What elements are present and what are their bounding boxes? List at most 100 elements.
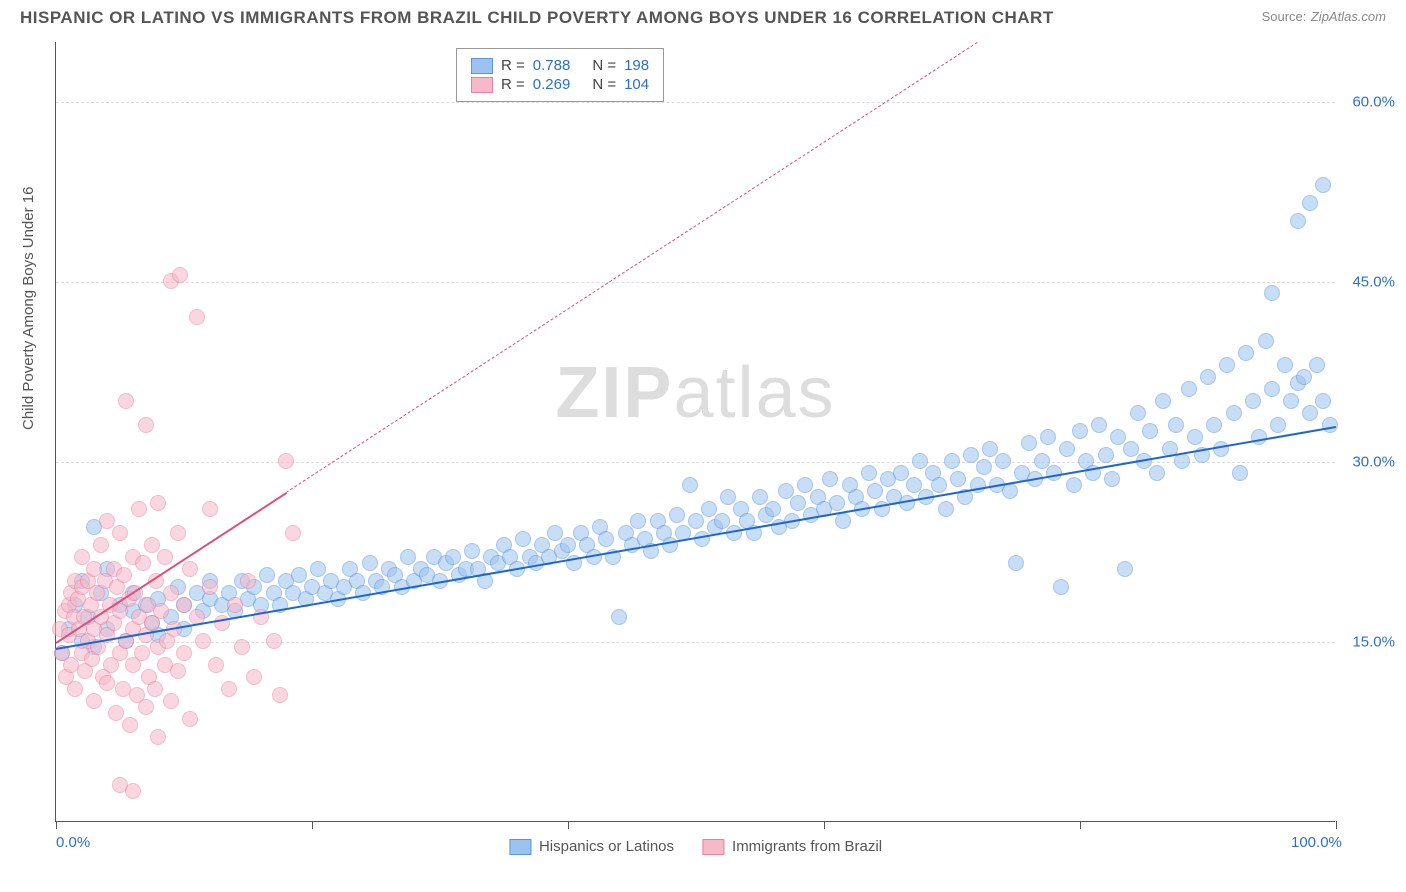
legend-item-brazil: Immigrants from Brazil: [702, 838, 882, 855]
scatter-point-hispanics: [1008, 555, 1024, 571]
scatter-point-brazil: [135, 555, 151, 571]
scatter-point-brazil: [202, 579, 218, 595]
scatter-point-hispanics: [1059, 441, 1075, 457]
scatter-point-hispanics: [400, 549, 416, 565]
scatter-point-hispanics: [1021, 435, 1037, 451]
scatter-point-hispanics: [1302, 405, 1318, 421]
scatter-point-hispanics: [1117, 561, 1133, 577]
scatter-point-hispanics: [1226, 405, 1242, 421]
scatter-point-brazil: [99, 675, 115, 691]
scatter-point-hispanics: [835, 513, 851, 529]
scatter-point-hispanics: [963, 447, 979, 463]
scatter-point-hispanics: [829, 495, 845, 511]
scatter-point-brazil: [138, 699, 154, 715]
scatter-point-brazil: [144, 537, 160, 553]
scatter-point-brazil: [125, 783, 141, 799]
scatter-point-hispanics: [1142, 423, 1158, 439]
scatter-point-brazil: [163, 585, 179, 601]
scatter-point-brazil: [272, 687, 288, 703]
scatter-point-hispanics: [714, 513, 730, 529]
scatter-point-hispanics: [950, 471, 966, 487]
scatter-point-brazil: [116, 567, 132, 583]
scatter-point-brazil: [202, 501, 218, 517]
stat-N-value: 198: [624, 57, 649, 74]
chart-title: HISPANIC OR LATINO VS IMMIGRANTS FROM BR…: [20, 8, 1054, 28]
scatter-point-hispanics: [867, 483, 883, 499]
scatter-point-hispanics: [1219, 357, 1235, 373]
scatter-point-hispanics: [1277, 357, 1293, 373]
scatter-point-hispanics: [1110, 429, 1126, 445]
scatter-point-brazil: [176, 645, 192, 661]
source: Source: ZipAtlas.com: [1262, 8, 1386, 26]
scatter-point-hispanics: [765, 501, 781, 517]
scatter-point-hispanics: [310, 561, 326, 577]
scatter-point-hispanics: [259, 567, 275, 583]
scatter-point-hispanics: [931, 477, 947, 493]
scatter-point-brazil: [131, 501, 147, 517]
scatter-point-brazil: [266, 633, 282, 649]
stat-R-label: R =: [501, 76, 525, 93]
scatter-point-brazil: [150, 495, 166, 511]
x-tick-label: 100.0%: [1291, 834, 1342, 851]
scatter-point-brazil: [74, 549, 90, 565]
scatter-point-hispanics: [688, 513, 704, 529]
scatter-point-brazil: [176, 597, 192, 613]
gridline-horizontal: [56, 282, 1335, 283]
scatter-point-hispanics: [1264, 285, 1280, 301]
scatter-point-hispanics: [669, 507, 685, 523]
scatter-point-hispanics: [861, 465, 877, 481]
scatter-point-brazil: [118, 393, 134, 409]
scatter-point-brazil: [170, 525, 186, 541]
scatter-point-hispanics: [1066, 477, 1082, 493]
scatter-point-hispanics: [720, 489, 736, 505]
scatter-point-hispanics: [445, 549, 461, 565]
scatter-point-hispanics: [1213, 441, 1229, 457]
stat-N-label: N =: [592, 57, 616, 74]
chart-plot-area: ZIPatlas 15.0%30.0%45.0%60.0%0.0%100.0% …: [55, 42, 1335, 822]
scatter-point-hispanics: [1258, 333, 1274, 349]
scatter-point-brazil: [221, 681, 237, 697]
stat-N-value: 104: [624, 76, 649, 93]
stat-R-label: R =: [501, 57, 525, 74]
scatter-point-brazil: [163, 693, 179, 709]
swatch-brazil: [471, 77, 493, 93]
scatter-point-brazil: [147, 681, 163, 697]
scatter-point-hispanics: [938, 501, 954, 517]
scatter-point-brazil: [182, 711, 198, 727]
scatter-point-hispanics: [1264, 381, 1280, 397]
scatter-point-hispanics: [701, 501, 717, 517]
scatter-point-brazil: [195, 633, 211, 649]
scatter-point-hispanics: [1290, 213, 1306, 229]
legend-item-hispanics: Hispanics or Latinos: [509, 838, 674, 855]
scatter-point-hispanics: [1315, 177, 1331, 193]
scatter-point-hispanics: [797, 477, 813, 493]
stat-R-value: 0.788: [533, 57, 571, 74]
scatter-point-brazil: [285, 525, 301, 541]
scatter-point-hispanics: [1245, 393, 1261, 409]
scatter-point-hispanics: [790, 495, 806, 511]
source-label: Source:: [1262, 9, 1307, 24]
legend-label: Hispanics or Latinos: [539, 838, 674, 855]
gridline-horizontal: [56, 102, 1335, 103]
scatter-point-hispanics: [560, 537, 576, 553]
scatter-point-hispanics: [944, 453, 960, 469]
scatter-point-hispanics: [1315, 393, 1331, 409]
scatter-point-hispanics: [1155, 393, 1171, 409]
scatter-point-brazil: [157, 549, 173, 565]
scatter-point-brazil: [234, 639, 250, 655]
x-tick: [1336, 821, 1337, 829]
scatter-point-hispanics: [906, 477, 922, 493]
x-tick-label: 0.0%: [56, 834, 90, 851]
scatter-point-hispanics: [611, 609, 627, 625]
scatter-point-hispanics: [1232, 465, 1248, 481]
scatter-point-hispanics: [995, 453, 1011, 469]
scatter-point-hispanics: [1251, 429, 1267, 445]
scatter-point-brazil: [99, 513, 115, 529]
scatter-point-brazil: [240, 573, 256, 589]
stat-N-label: N =: [592, 76, 616, 93]
x-tick: [568, 821, 569, 829]
swatch-hispanics: [471, 58, 493, 74]
scatter-point-hispanics: [630, 513, 646, 529]
scatter-point-hispanics: [464, 543, 480, 559]
y-tick-label: 60.0%: [1352, 94, 1395, 111]
